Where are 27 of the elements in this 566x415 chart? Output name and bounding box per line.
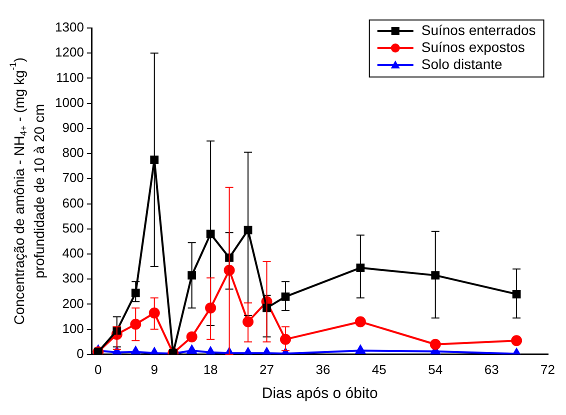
x-tick-label: 63 — [484, 362, 499, 377]
x-tick-label: 54 — [428, 362, 443, 377]
y-tick-label: 600 — [62, 195, 84, 210]
y-tick-label: 300 — [62, 270, 84, 286]
y-tick-label: 1300 — [55, 20, 84, 35]
legend-label: Suínos expostos — [421, 38, 525, 55]
x-tick-label: 72 — [540, 362, 556, 377]
y-tick-label: 1200 — [55, 44, 84, 60]
x-tick-label: 45 — [372, 362, 386, 377]
y-tick-label: 200 — [62, 296, 84, 311]
y-tick-label: 700 — [62, 170, 84, 186]
x-tick-label: 36 — [316, 362, 330, 377]
x-tick-label: 27 — [260, 362, 274, 377]
x-tick-label: 0 — [94, 362, 102, 377]
y-tick-label: 1000 — [55, 94, 84, 110]
legend-label: Suínos enterrados — [421, 22, 536, 38]
x-axis-title: Dias após o óbito — [262, 385, 378, 402]
y-tick-label: 1100 — [56, 70, 84, 85]
y-tick-label: 0 — [76, 346, 84, 361]
y-tick-label: 900 — [62, 120, 84, 136]
x-tick-label: 18 — [203, 362, 218, 377]
y-tick-label: 500 — [62, 220, 84, 236]
y-tick-label: 800 — [62, 145, 84, 160]
y-tick-label: 100 — [62, 320, 84, 336]
x-tick-label: 9 — [150, 362, 158, 377]
legend-label: Solo distante — [421, 56, 503, 72]
y-tick-label: 400 — [62, 246, 84, 261]
